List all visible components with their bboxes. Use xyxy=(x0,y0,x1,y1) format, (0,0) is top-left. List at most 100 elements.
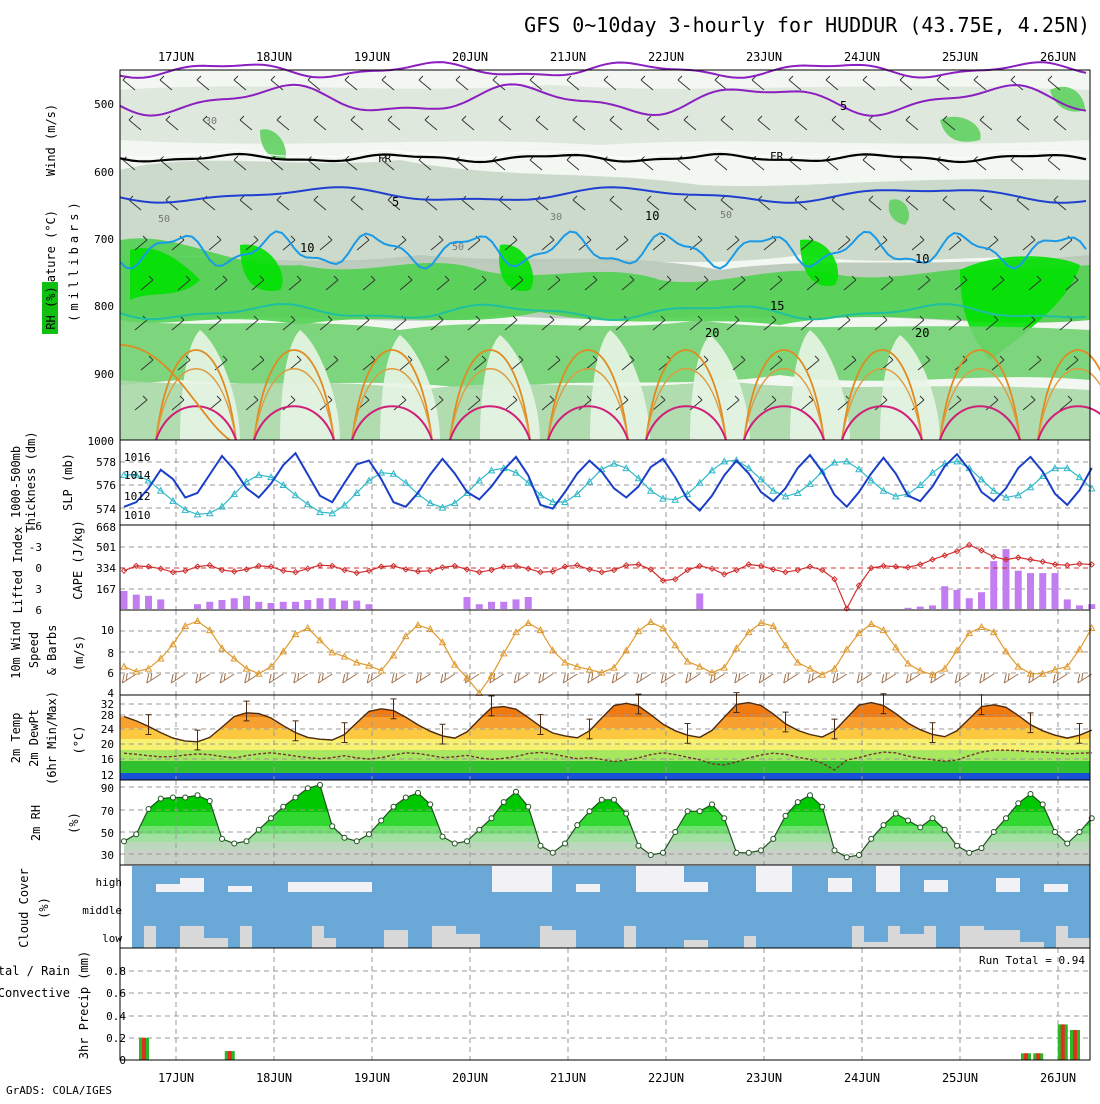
precip-tick: 0.6 xyxy=(106,987,126,1000)
cloud-high-cell xyxy=(804,866,816,892)
cloud-low-cell xyxy=(264,920,276,948)
upper-wind-barb xyxy=(381,155,395,171)
thickness-point xyxy=(328,509,337,517)
upper-wind-barb xyxy=(652,395,666,411)
cloud-low-cell xyxy=(948,920,960,948)
cloud-low-gap xyxy=(432,926,444,948)
cloud-high-cell xyxy=(552,866,564,892)
cloud-low-cell xyxy=(612,920,624,948)
upper-wind-barb xyxy=(880,275,894,291)
rh-point xyxy=(451,840,458,847)
wind-barb xyxy=(832,672,848,684)
thickness-point xyxy=(585,477,594,485)
date-label: 18JUN xyxy=(256,50,292,64)
thickness-point xyxy=(573,490,582,498)
wind-barb xyxy=(513,672,529,684)
upper-wind-barb xyxy=(159,75,173,91)
thickness-point xyxy=(916,481,925,489)
precip-ylabel-units: 3hr Precip (mm) xyxy=(77,951,91,1059)
wind-point xyxy=(1002,647,1010,655)
upper-wind-barbs xyxy=(122,75,1079,411)
cloud-label-gutter xyxy=(120,865,132,948)
wind-barb xyxy=(415,672,431,684)
li-point xyxy=(206,561,213,569)
cape-bar xyxy=(524,597,532,609)
wind-point xyxy=(242,664,251,672)
temp-ylabel-2: 2m DewPt xyxy=(27,709,41,767)
wind-tick: 8 xyxy=(107,647,114,660)
cape-bar xyxy=(194,604,201,609)
upper-wind-barb xyxy=(134,235,148,251)
thickness-point xyxy=(1002,493,1010,501)
cloud-low-cell xyxy=(576,920,588,948)
temp-minmax-bar xyxy=(880,693,887,715)
cape-bar xyxy=(488,601,495,609)
cloud-low-cell xyxy=(300,920,312,948)
rh-point xyxy=(782,812,789,819)
cape-ylabel-li: Lifted Index xyxy=(11,527,25,614)
cloud-high-cell xyxy=(264,866,276,892)
cloud-low-gap xyxy=(972,926,984,948)
rh-ylabel-units: (%) xyxy=(67,812,81,834)
thickness-point xyxy=(879,486,888,494)
cloud-low-gap xyxy=(240,926,252,948)
precip-conv-bar xyxy=(1073,1030,1077,1060)
upper-wind-barb xyxy=(350,115,364,131)
upper-wind-barb xyxy=(239,115,253,131)
upper-wind-barb xyxy=(621,275,635,291)
cloud-low-cell xyxy=(924,920,936,926)
cloud-low-cell xyxy=(528,920,540,948)
upper-wind-barb xyxy=(461,115,475,131)
upper-wind-barb xyxy=(473,275,487,291)
pressure-tick: 1000 xyxy=(88,435,115,448)
li-point xyxy=(463,566,471,573)
cloud-low-cell xyxy=(996,920,1008,930)
li-ticks: -6 -3 0 3 6 xyxy=(29,520,42,617)
cloud-low-gap xyxy=(900,934,912,948)
temperature-contour xyxy=(841,368,923,441)
thickness-point xyxy=(181,505,190,513)
li-point xyxy=(635,561,642,568)
cape-bar xyxy=(916,606,924,609)
cape-bar xyxy=(904,607,912,609)
cloud-low-gap xyxy=(144,926,156,948)
rh-point xyxy=(170,794,176,801)
li-point xyxy=(365,567,373,575)
temp-minmax-bar xyxy=(390,698,397,720)
temperature-contour xyxy=(155,368,237,441)
thickness-point xyxy=(487,466,496,474)
temp-minmax-bar xyxy=(1076,722,1083,744)
upper-wind-barb xyxy=(134,395,148,411)
upper-wind-barb xyxy=(140,355,154,371)
wind-point xyxy=(181,621,190,630)
li-point xyxy=(451,562,458,570)
cloud-high-cell xyxy=(972,866,984,892)
cloud-low-cell xyxy=(324,920,336,938)
thickness-point xyxy=(989,486,998,494)
upper-wind-barb xyxy=(942,115,956,131)
rh-point xyxy=(598,796,605,803)
thickness-point xyxy=(365,476,373,484)
upper-wind-barb xyxy=(862,75,876,91)
cape-bar xyxy=(1051,573,1059,609)
li-point xyxy=(1039,558,1046,565)
slp-series xyxy=(123,451,1093,512)
li-point xyxy=(953,547,961,555)
wind-point xyxy=(205,626,214,634)
wind-point xyxy=(1038,669,1047,677)
cloud-low-cell xyxy=(456,920,468,934)
upper-wind-barb xyxy=(689,395,703,411)
run-total: Run Total = 0.94 xyxy=(979,954,1085,967)
li-point xyxy=(341,566,348,574)
date-label: 24JUN xyxy=(844,50,880,64)
cloud-low-cell xyxy=(384,920,396,930)
upper-wind-barb xyxy=(1047,155,1061,171)
cloud-high-cell xyxy=(576,866,588,884)
thickness-point xyxy=(708,466,716,474)
pressure-tick: 500 xyxy=(94,98,114,111)
cloud-low-cell xyxy=(564,920,576,930)
thickness-point xyxy=(450,499,459,507)
thickness-point xyxy=(230,490,239,498)
cloud-low-gap xyxy=(216,938,228,948)
rh-point xyxy=(892,810,899,817)
